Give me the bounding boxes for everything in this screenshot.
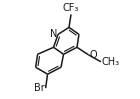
Text: CH₃: CH₃ <box>102 57 120 67</box>
Text: CF₃: CF₃ <box>63 3 79 13</box>
Text: O: O <box>89 50 97 60</box>
Text: N: N <box>50 29 57 39</box>
Text: Br: Br <box>34 83 45 93</box>
